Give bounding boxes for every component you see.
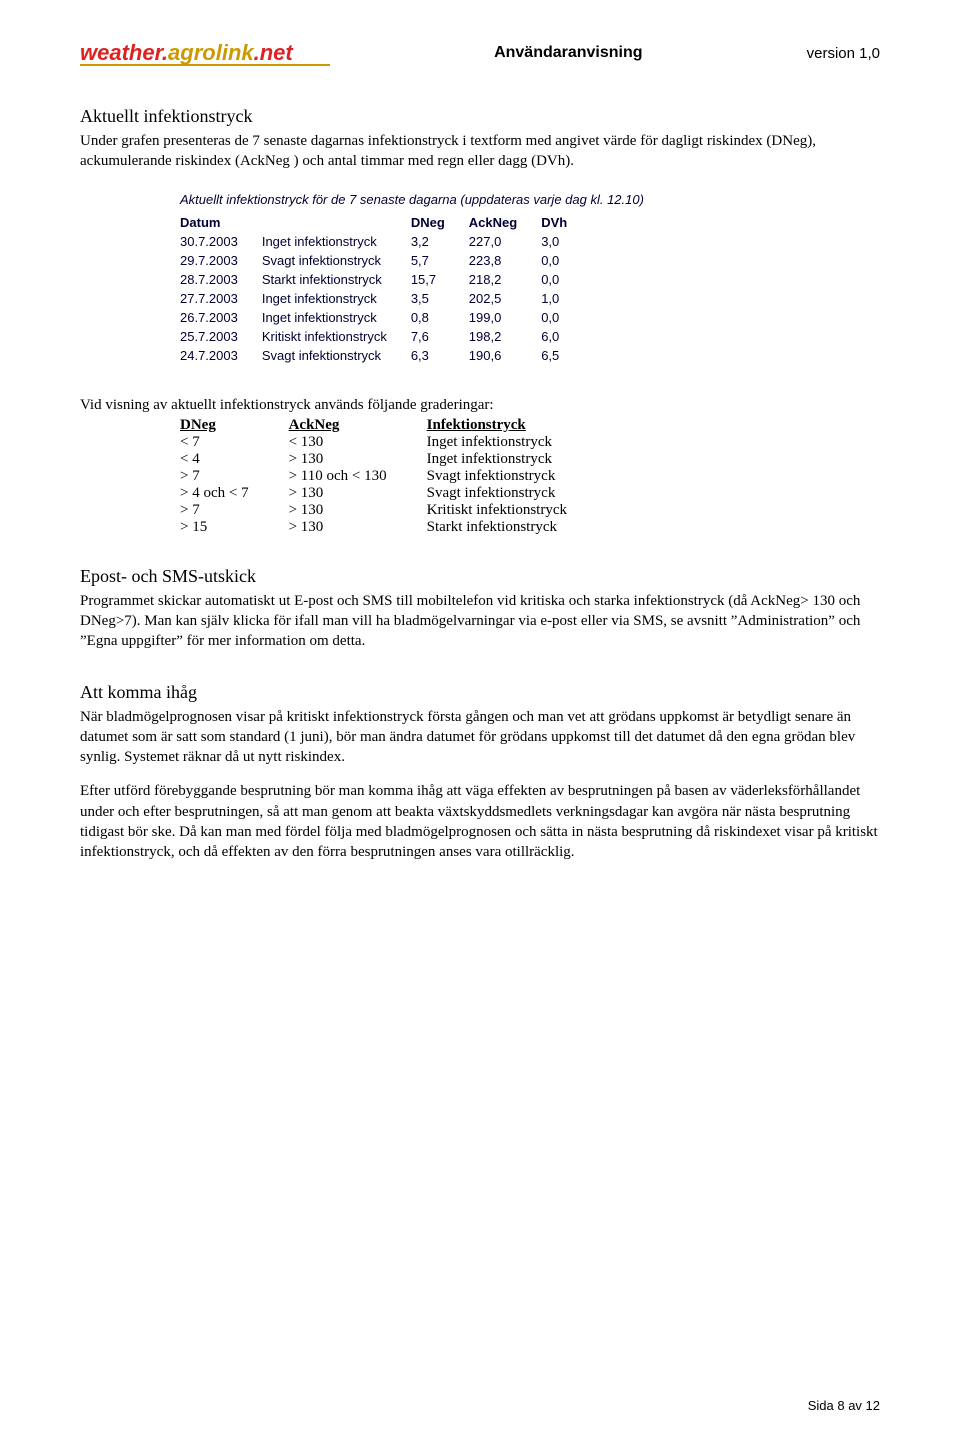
table-row: 30.7.2003Inget infektionstryck3,2227,03,… (180, 232, 591, 251)
table-cell: 198,2 (469, 327, 541, 346)
table-cell: 24.7.2003 (180, 346, 262, 365)
col-dneg: DNeg (411, 213, 469, 232)
table-cell: Starkt infektionstryck (262, 270, 411, 289)
grading-table: DNeg AckNeg Infektionstryck < 7< 130Inge… (180, 417, 607, 536)
page-header: weather. agrolink .net Användaranvisning… (80, 40, 880, 66)
table-cell: Svagt infektionstryck (262, 346, 411, 365)
table-cell: 0,8 (411, 308, 469, 327)
section1-body: Under grafen presenteras de 7 senaste da… (80, 131, 880, 172)
table-cell: 7,6 (411, 327, 469, 346)
table-cell: 25.7.2003 (180, 327, 262, 346)
table-row: < 4> 130Inget infektionstryck (180, 451, 607, 468)
table-cell: Svagt infektionstryck (427, 468, 607, 485)
table-cell: < 7 (180, 434, 289, 451)
logo-part2: agrolink (168, 40, 254, 66)
table-cell: 0,0 (541, 308, 591, 327)
page: weather. agrolink .net Användaranvisning… (0, 0, 960, 1443)
table-row: > 4 och < 7> 130Svagt infektionstryck (180, 485, 607, 502)
table-cell: > 7 (180, 502, 289, 519)
table-cell: > 130 (289, 519, 427, 536)
table-row: > 7> 130Kritiskt infektionstryck (180, 502, 607, 519)
table-cell: < 4 (180, 451, 289, 468)
col-datum: Datum (180, 213, 262, 232)
table-cell: 3,0 (541, 232, 591, 251)
table-cell: 1,0 (541, 289, 591, 308)
table-cell: Svagt infektionstryck (262, 251, 411, 270)
section1-title: Aktuellt infektionstryck (80, 106, 880, 127)
table-cell: 27.7.2003 (180, 289, 262, 308)
table-cell: 190,6 (469, 346, 541, 365)
table-cell: 199,0 (469, 308, 541, 327)
table-cell: 29.7.2003 (180, 251, 262, 270)
table-cell: 223,8 (469, 251, 541, 270)
table-cell: Inget infektionstryck (262, 289, 411, 308)
table-row: > 15> 130Starkt infektionstryck (180, 519, 607, 536)
table-cell: > 130 (289, 502, 427, 519)
page-footer: Sida 8 av 12 (808, 1398, 880, 1413)
table-cell: 30.7.2003 (180, 232, 262, 251)
logo: weather. agrolink .net (80, 40, 330, 66)
grading-col-dneg: DNeg (180, 417, 289, 434)
table-row: 24.7.2003Svagt infektionstryck6,3190,66,… (180, 346, 591, 365)
table-cell: > 4 och < 7 (180, 485, 289, 502)
table-cell: 6,0 (541, 327, 591, 346)
table-row: 25.7.2003Kritiskt infektionstryck7,6198,… (180, 327, 591, 346)
table-cell: Inget infektionstryck (262, 308, 411, 327)
table-row: > 7> 110 och < 130Svagt infektionstryck (180, 468, 607, 485)
section2-title: Epost- och SMS-utskick (80, 566, 880, 587)
grading-header-row: DNeg AckNeg Infektionstryck (180, 417, 607, 434)
table-cell: > 15 (180, 519, 289, 536)
header-title: Användaranvisning (494, 44, 642, 62)
table-cell: 28.7.2003 (180, 270, 262, 289)
table-cell: Svagt infektionstryck (427, 485, 607, 502)
table-cell: 227,0 (469, 232, 541, 251)
table-row: 27.7.2003Inget infektionstryck3,5202,51,… (180, 289, 591, 308)
section3-body1: När bladmögelprognosen visar på kritiskt… (80, 707, 880, 768)
section3-body2: Efter utförd förebyggande besprutning bö… (80, 781, 880, 862)
table-cell: 3,5 (411, 289, 469, 308)
table-cell: Inget infektionstryck (427, 434, 607, 451)
col-desc (262, 213, 411, 232)
table-header-row: Datum DNeg AckNeg DVh (180, 213, 591, 232)
table-cell: > 130 (289, 485, 427, 502)
infection-table-caption: Aktuellt infektionstryck för de 7 senast… (180, 192, 880, 207)
table-cell: 3,2 (411, 232, 469, 251)
table-cell: > 130 (289, 451, 427, 468)
infection-table: Aktuellt infektionstryck för de 7 senast… (180, 192, 880, 365)
table-cell: 6,3 (411, 346, 469, 365)
table-row: 29.7.2003Svagt infektionstryck5,7223,80,… (180, 251, 591, 270)
table-cell: 6,5 (541, 346, 591, 365)
table-cell: < 130 (289, 434, 427, 451)
grading-intro: Vid visning av aktuellt infektionstryck … (80, 395, 880, 415)
table-cell: 0,0 (541, 270, 591, 289)
section3-title: Att komma ihåg (80, 682, 880, 703)
table-cell: Kritiskt infektionstryck (262, 327, 411, 346)
table-cell: > 7 (180, 468, 289, 485)
table-row: < 7< 130Inget infektionstryck (180, 434, 607, 451)
table-cell: Inget infektionstryck (262, 232, 411, 251)
logo-part3: .net (254, 40, 293, 66)
table-row: 28.7.2003Starkt infektionstryck15,7218,2… (180, 270, 591, 289)
table-cell: 15,7 (411, 270, 469, 289)
logo-part1: weather. (80, 40, 168, 66)
section2-body: Programmet skickar automatiskt ut E-post… (80, 591, 880, 652)
grading-col-ackneg: AckNeg (289, 417, 427, 434)
table-cell: 26.7.2003 (180, 308, 262, 327)
col-dvh: DVh (541, 213, 591, 232)
grading-col-result: Infektionstryck (427, 417, 607, 434)
col-ackneg: AckNeg (469, 213, 541, 232)
table-cell: 202,5 (469, 289, 541, 308)
table-cell: 0,0 (541, 251, 591, 270)
table-cell: Starkt infektionstryck (427, 519, 607, 536)
table-row: 26.7.2003Inget infektionstryck0,8199,00,… (180, 308, 591, 327)
table-cell: 5,7 (411, 251, 469, 270)
table-cell: > 110 och < 130 (289, 468, 427, 485)
table-cell: Inget infektionstryck (427, 451, 607, 468)
header-version: version 1,0 (807, 45, 880, 62)
table-cell: 218,2 (469, 270, 541, 289)
table-cell: Kritiskt infektionstryck (427, 502, 607, 519)
